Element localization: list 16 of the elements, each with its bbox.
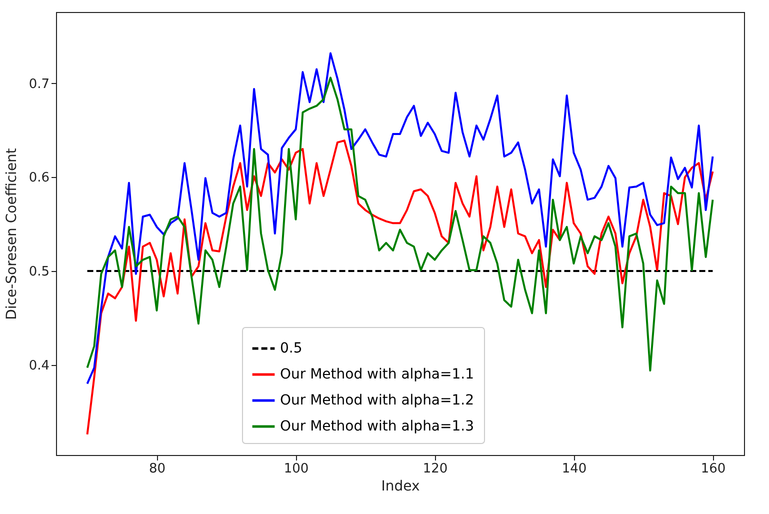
legend-label: 0.5 (280, 340, 302, 356)
x-tick-label: 80 (148, 462, 166, 476)
y-tick-label: 0.4 (28, 358, 50, 374)
x-tick-label: 100 (284, 462, 309, 476)
legend-label: Our Method with alpha=1.3 (280, 418, 474, 434)
x-axis-title: Index (381, 478, 420, 494)
y-tick-label: 0.7 (28, 76, 50, 92)
y-tick-label: 0.5 (28, 264, 50, 280)
legend-label: Our Method with alpha=1.1 (280, 366, 474, 382)
legend-label: Our Method with alpha=1.2 (280, 392, 474, 408)
line-series (86, 140, 714, 436)
y-tick-label: 0.6 (28, 170, 50, 186)
x-tick-label: 160 (700, 462, 726, 476)
y-axis-title: Dice-Soresen Coefficient (4, 148, 20, 320)
x-tick-label: 140 (562, 462, 587, 476)
x-tick-label: 120 (422, 462, 448, 476)
